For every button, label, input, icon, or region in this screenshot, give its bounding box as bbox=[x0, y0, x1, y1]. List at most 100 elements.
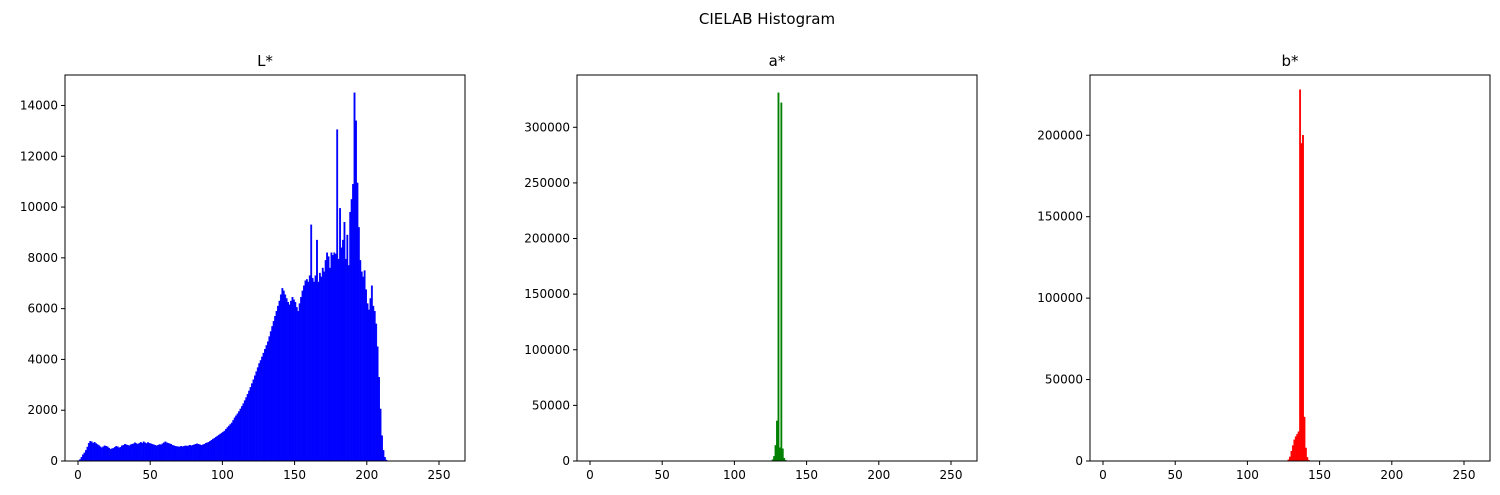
histogram-bar bbox=[214, 436, 217, 462]
histogram-bar bbox=[121, 445, 123, 462]
histogram-bar bbox=[298, 303, 301, 462]
histogram-bar bbox=[83, 452, 86, 462]
histogram-bar bbox=[111, 448, 113, 462]
histogram-bar bbox=[304, 280, 307, 462]
histogram-bar bbox=[330, 252, 333, 462]
x-tick-label: 0 bbox=[1099, 468, 1107, 482]
histogram-bar bbox=[275, 310, 278, 462]
histogram-bar bbox=[194, 444, 197, 462]
x-tick-label: 100 bbox=[723, 468, 746, 482]
histogram-bar bbox=[129, 444, 132, 462]
histogram-bar bbox=[134, 442, 136, 462]
histogram-bar bbox=[253, 375, 256, 462]
axes-a-star: 0 50 100 150 200 250 0 50000 100000 150000 200000 2… bbox=[524, 120, 962, 482]
histogram-bar bbox=[376, 346, 379, 462]
histogram-bar bbox=[1290, 451, 1293, 462]
histogram-bar bbox=[1299, 89, 1302, 462]
histogram-bar bbox=[316, 239, 318, 462]
histogram-bar bbox=[102, 446, 105, 462]
histogram-bar bbox=[175, 446, 178, 462]
histogram-bar bbox=[233, 417, 236, 462]
histogram-bar bbox=[92, 443, 95, 462]
histogram-bar bbox=[90, 441, 93, 462]
x-tick-label: 200 bbox=[355, 468, 378, 482]
histogram-bar bbox=[100, 447, 103, 462]
histogram-bar bbox=[329, 267, 331, 462]
histogram-bar bbox=[86, 446, 89, 462]
histogram-bar bbox=[1302, 135, 1304, 462]
histogram-bar bbox=[190, 445, 193, 462]
histogram-bar bbox=[99, 446, 102, 462]
y-tick-label: 6000 bbox=[27, 302, 58, 316]
histogram-bar bbox=[347, 265, 350, 462]
histogram-bar bbox=[288, 304, 291, 462]
histogram-bar bbox=[240, 406, 243, 462]
histogram-bar bbox=[311, 277, 314, 462]
histogram-bar bbox=[168, 443, 171, 462]
histogram-bar bbox=[80, 456, 83, 462]
y-tick-label: 100000 bbox=[1037, 291, 1083, 305]
histogram-bar bbox=[197, 444, 200, 462]
histogram-bar bbox=[310, 224, 313, 462]
histogram-bar bbox=[131, 444, 134, 462]
subplot-l-star: L* 0 50 100 150 200 250 0 2000 4000 6000 8000 10000… bbox=[20, 52, 466, 482]
histogram-bar bbox=[252, 379, 255, 462]
histogram-bar bbox=[217, 434, 220, 462]
histogram-bar bbox=[126, 445, 129, 462]
histogram-bar bbox=[249, 387, 252, 462]
histogram-bar bbox=[220, 432, 223, 462]
histogram-bar bbox=[188, 445, 191, 462]
histogram-bar bbox=[157, 445, 160, 462]
histogram-bar bbox=[239, 408, 242, 462]
histogram-bar bbox=[281, 288, 284, 462]
x-tick-label: 150 bbox=[795, 468, 818, 482]
y-tick-label: 50000 bbox=[1045, 373, 1083, 387]
histogram-bar bbox=[207, 442, 210, 462]
histogram-bar bbox=[360, 271, 363, 462]
histogram-bar bbox=[375, 323, 378, 462]
histogram-bar bbox=[378, 377, 380, 462]
histogram-bar bbox=[261, 356, 264, 462]
histogram-bar bbox=[174, 446, 177, 462]
histogram-bar bbox=[295, 307, 298, 462]
histogram-bar bbox=[324, 260, 327, 462]
histogram-bar bbox=[232, 420, 235, 462]
histogram-bar bbox=[183, 446, 186, 462]
histogram-bar bbox=[264, 349, 266, 462]
histogram-bar bbox=[313, 281, 316, 462]
subplot-title-b-star: b* bbox=[1281, 52, 1299, 70]
histogram-bar bbox=[186, 446, 188, 462]
histogram-bar bbox=[1297, 431, 1300, 462]
histogram-bar bbox=[339, 208, 342, 462]
histogram-bar bbox=[222, 431, 225, 462]
histogram-bar bbox=[85, 450, 87, 462]
histogram-bar bbox=[82, 454, 84, 462]
histogram-bar bbox=[193, 444, 196, 462]
histogram-bar bbox=[173, 445, 175, 462]
x-tick-label: 250 bbox=[940, 468, 963, 482]
histogram-bar bbox=[307, 281, 310, 462]
y-tick-label: 250000 bbox=[524, 176, 570, 190]
histogram-bar bbox=[305, 279, 308, 462]
histogram-bar bbox=[350, 199, 353, 462]
subplot-b-star: b* 0 50 100 150 200 250 0 50000 100000 150000 2000… bbox=[1037, 52, 1491, 482]
histogram-bar bbox=[187, 445, 190, 462]
histogram-bar bbox=[210, 439, 213, 462]
histogram-bar bbox=[164, 441, 167, 462]
y-tick-label: 2000 bbox=[27, 403, 58, 417]
histogram-bar bbox=[119, 447, 122, 462]
histogram-bar bbox=[383, 456, 386, 462]
histogram-bar bbox=[124, 444, 126, 462]
histogram-bar bbox=[225, 429, 227, 462]
histogram-bar bbox=[265, 345, 268, 462]
histogram-bar bbox=[230, 422, 233, 462]
histogram-bar bbox=[113, 447, 116, 462]
histogram-bar bbox=[268, 336, 271, 462]
histogram-bar bbox=[352, 183, 354, 462]
histogram-bar bbox=[297, 310, 300, 462]
histogram-bar bbox=[1291, 445, 1294, 462]
histogram-bar bbox=[246, 394, 249, 462]
histogram-bar bbox=[259, 360, 262, 462]
bars-b-star bbox=[1287, 89, 1310, 462]
histogram-bar bbox=[301, 290, 304, 462]
